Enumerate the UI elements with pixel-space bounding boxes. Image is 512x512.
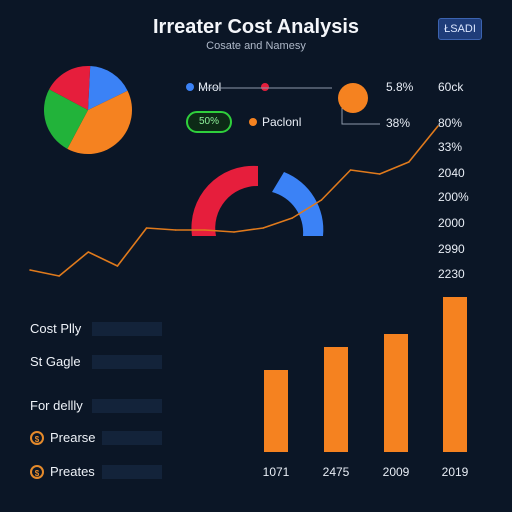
- line-point: [116, 265, 119, 267]
- right-axis-label: 200%: [438, 190, 469, 204]
- line-point: [87, 251, 90, 253]
- bar-category-label: 2009: [383, 465, 410, 479]
- row-label: St Gagle: [30, 354, 81, 369]
- right-label-col1: 38%: [386, 116, 411, 130]
- row-bar: [92, 399, 162, 413]
- legend-label-paclonl: Paclonl: [262, 115, 302, 129]
- line-point: [320, 199, 323, 201]
- row-bar: [102, 465, 162, 479]
- chart-title: Irreater Cost Analysis: [152, 16, 359, 38]
- line-point: [58, 275, 60, 277]
- pie-slice: [44, 89, 88, 149]
- bar: [443, 297, 467, 452]
- row-bar: [92, 355, 162, 369]
- legend-dot-paclonl: [249, 118, 257, 126]
- coin-icon: $: [30, 431, 44, 445]
- row-label: Prearse: [50, 430, 96, 445]
- donut-arc-red: [191, 165, 258, 236]
- legend-dot-mrol: [186, 83, 194, 91]
- bar: [264, 370, 288, 452]
- coin-icon: $: [30, 465, 44, 479]
- legend-pct-badge: 50%: [186, 111, 232, 133]
- right-label-col1: 5.8%: [386, 80, 414, 94]
- line-point: [437, 125, 439, 127]
- right-axis-label: 60ck: [438, 80, 464, 94]
- bar: [384, 334, 408, 452]
- right-axis-label: 33%: [438, 140, 463, 154]
- bar-series: 1071 2475 2009 2019: [263, 297, 469, 479]
- bar: [324, 347, 348, 452]
- right-axis-label: 2040: [438, 166, 465, 180]
- donut-arc-blue: [272, 172, 324, 236]
- line-point: [204, 229, 206, 231]
- row-bar: [102, 431, 162, 445]
- orange-marker-circle: [338, 83, 368, 113]
- row-label: For dellly: [30, 398, 83, 413]
- pie-slice: [88, 66, 128, 110]
- legend-connector-line: [341, 108, 380, 125]
- pie-chart: [44, 66, 132, 155]
- row-label: Cost Plly: [30, 321, 82, 336]
- bar-category-label: 1071: [263, 465, 290, 479]
- chart-subtitle: Cosate and Namesy: [206, 40, 306, 52]
- right-axis-label: 2000: [438, 216, 465, 230]
- line-point: [233, 231, 235, 233]
- legend-label-mrol: Mrol: [198, 80, 222, 94]
- row-label: Preates: [50, 464, 95, 479]
- pie-slice: [49, 66, 91, 110]
- bar-category-label: 2019: [442, 465, 469, 479]
- line-point: [349, 169, 352, 171]
- header-badge[interactable]: ŁSADI: [438, 18, 482, 40]
- legend-dot-red: [261, 83, 269, 91]
- line-point: [174, 229, 177, 231]
- right-axis-label: 2990: [438, 242, 465, 256]
- pie-slice: [67, 90, 132, 155]
- line-series: [29, 125, 439, 277]
- line-point: [378, 173, 381, 175]
- bar-category-label: 2475: [323, 465, 350, 479]
- right-axis-label: 2230: [438, 267, 465, 281]
- line-point: [29, 269, 31, 271]
- row-bar: [92, 322, 162, 336]
- line-point: [145, 227, 148, 229]
- right-axis-label: 80%: [438, 116, 463, 130]
- line-point: [262, 227, 264, 229]
- line-point: [291, 217, 294, 219]
- line-point: [408, 161, 410, 163]
